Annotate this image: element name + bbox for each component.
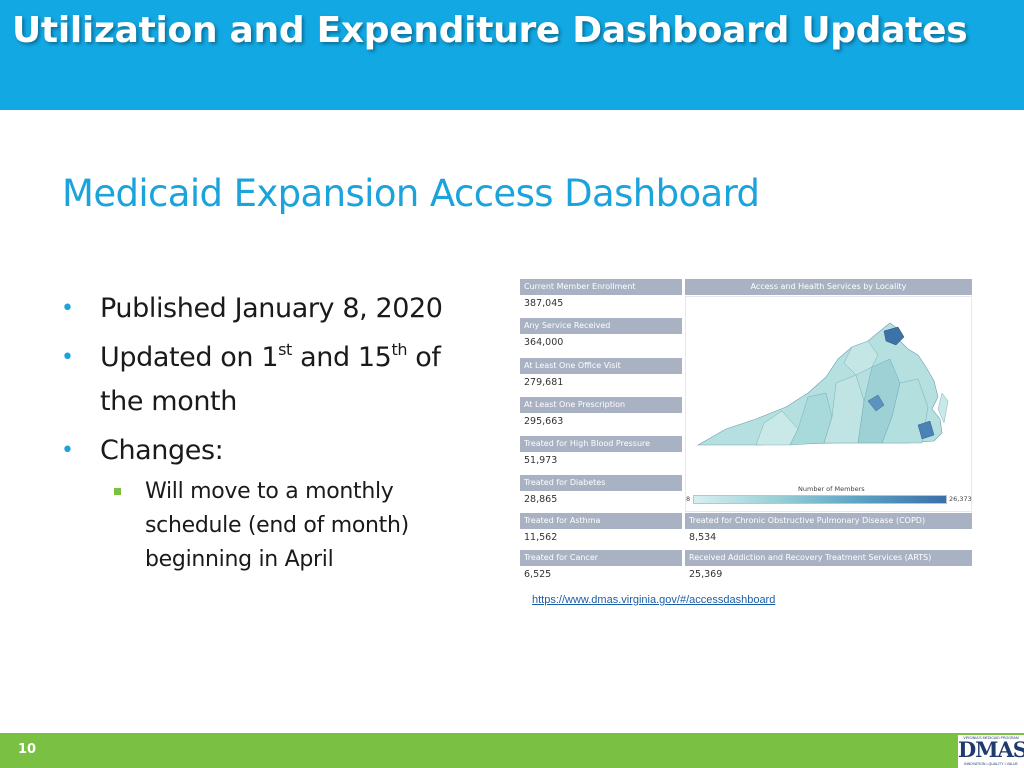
- superscript: st: [278, 340, 292, 359]
- metric-card-wide: Received Addiction and Recovery Treatmen…: [685, 550, 972, 588]
- metric-label: Treated for Cancer: [520, 550, 682, 566]
- metric-value: 387,045: [520, 295, 682, 313]
- metric-value: 11,562: [520, 529, 682, 547]
- county-shape: [755, 410, 799, 446]
- county-shape-high: [883, 326, 905, 346]
- legend-min: 8: [686, 495, 691, 503]
- metric-label: At Least One Prescription: [520, 397, 682, 413]
- bullet-text-part: of the month: [100, 342, 441, 417]
- legend-max: 26,373: [949, 495, 972, 503]
- metric-card: Treated for Asthma 11,562: [520, 513, 682, 551]
- map-panel: [685, 296, 972, 512]
- county-shape-high: [917, 420, 935, 440]
- dashboard-link[interactable]: https://www.dmas.virginia.gov/#/accessda…: [532, 594, 776, 606]
- bullet-published: • Published January 8, 2020: [58, 288, 488, 329]
- bullet-text-part: and 15: [291, 342, 392, 373]
- bullet-dot-icon: •: [61, 345, 74, 370]
- bullet-text: Changes:: [100, 435, 224, 466]
- metric-value: 364,000: [520, 334, 682, 352]
- metric-card: At Least One Office Visit 279,681: [520, 358, 682, 396]
- map-panel-title: Access and Health Services by Locality: [685, 279, 972, 295]
- bullet-updated: • Updated on 1st and 15th of the month: [58, 337, 488, 422]
- bullet-list: • Published January 8, 2020 • Updated on…: [58, 288, 488, 577]
- metric-value: 8,534: [685, 529, 972, 547]
- metric-card: Treated for Cancer 6,525: [520, 550, 682, 588]
- logo-wordmark: DMAS: [958, 737, 1024, 762]
- county-shape: [843, 340, 879, 376]
- metric-value: 51,973: [520, 452, 682, 470]
- metric-label: Current Member Enrollment: [520, 279, 682, 295]
- metric-card-wide: Treated for Chronic Obstructive Pulmonar…: [685, 513, 972, 551]
- page-number: 10: [18, 742, 37, 757]
- logo-tagline-bottom: INNOVATION • QUALITY • VALUE: [964, 762, 1018, 766]
- county-shape: [881, 378, 929, 444]
- metric-card: Treated for High Blood Pressure 51,973: [520, 436, 682, 474]
- dmas-logo: VIRGINIA'S MEDICAID PROGRAM DMAS INNOVAT…: [958, 735, 1024, 768]
- dashboard-screenshot: Current Member Enrollment 387,045 Any Se…: [520, 279, 972, 584]
- square-bullet-icon: [114, 488, 121, 495]
- metric-label: Treated for Chronic Obstructive Pulmonar…: [685, 513, 972, 529]
- sub-bullet-text: Will move to a monthly schedule (end of …: [145, 479, 409, 572]
- metric-label: Received Addiction and Recovery Treatmen…: [685, 550, 972, 566]
- logo-tagline-top: VIRGINIA'S MEDICAID PROGRAM: [963, 736, 1019, 740]
- legend-gradient: [693, 495, 947, 504]
- metric-value: 6,525: [520, 566, 682, 584]
- metric-card: Treated for Diabetes 28,865: [520, 475, 682, 513]
- slide-title: Utilization and Expenditure Dashboard Up…: [12, 10, 968, 51]
- metric-label: Treated for High Blood Pressure: [520, 436, 682, 452]
- bullet-changes: • Changes:: [58, 430, 488, 471]
- metric-value: 279,681: [520, 374, 682, 392]
- bullet-text-part: Updated on 1: [100, 342, 279, 373]
- metric-label: Treated for Asthma: [520, 513, 682, 529]
- slide-subtitle: Medicaid Expansion Access Dashboard: [62, 172, 760, 215]
- metric-value: 25,369: [685, 566, 972, 584]
- bullet-dot-icon: •: [61, 438, 74, 463]
- metric-label: Any Service Received: [520, 318, 682, 334]
- county-shape-high: [867, 394, 885, 412]
- sub-bullet-item: Will move to a monthly schedule (end of …: [58, 475, 488, 577]
- metric-card: Any Service Received 364,000: [520, 318, 682, 356]
- metric-card: At Least One Prescription 295,663: [520, 397, 682, 435]
- superscript: th: [391, 340, 408, 359]
- metric-label: At Least One Office Visit: [520, 358, 682, 374]
- header-bar: Utilization and Expenditure Dashboard Up…: [0, 0, 1024, 110]
- bullet-dot-icon: •: [61, 296, 74, 321]
- bullet-text: Published January 8, 2020: [100, 293, 443, 324]
- metric-label: Treated for Diabetes: [520, 475, 682, 491]
- metric-value: 28,865: [520, 491, 682, 509]
- virginia-choropleth-map: [696, 322, 949, 446]
- legend-title: Number of Members: [798, 485, 865, 493]
- footer-bar: 10: [0, 733, 1024, 768]
- eastern-shore-shape: [937, 392, 949, 424]
- metric-card: Current Member Enrollment 387,045: [520, 279, 682, 317]
- metric-value: 295,663: [520, 413, 682, 431]
